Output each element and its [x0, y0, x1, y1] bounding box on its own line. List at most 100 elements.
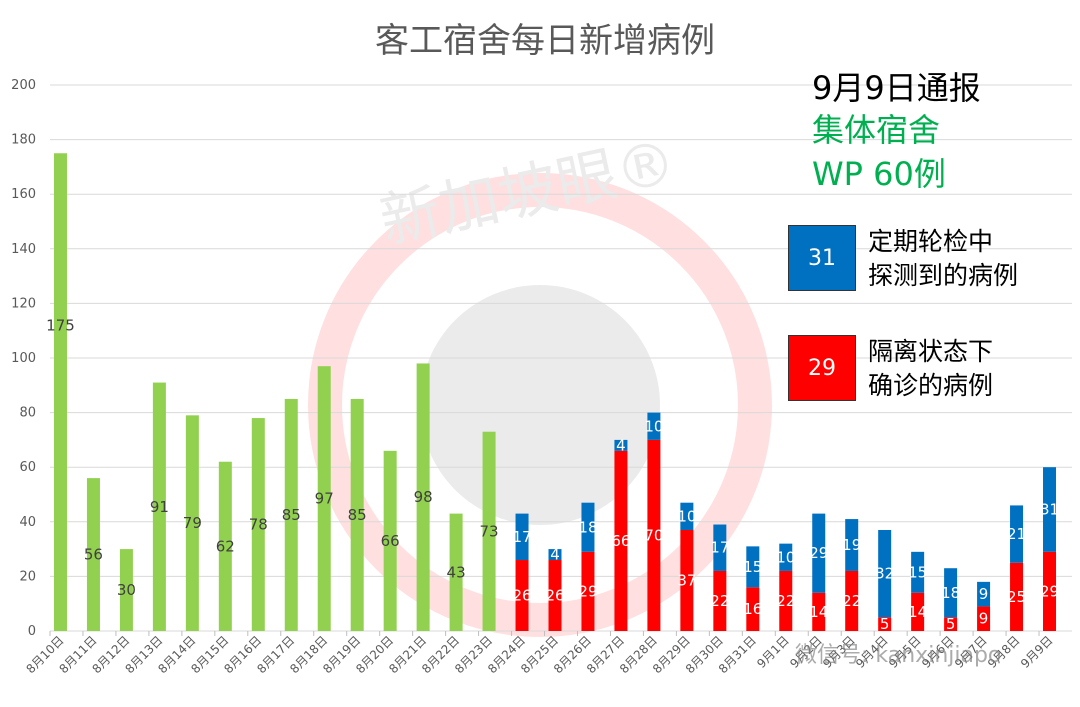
legend-blue-count: 31 — [788, 225, 856, 291]
y-tick-label: 0 — [28, 624, 36, 639]
data-label-blue: 10 — [677, 507, 696, 525]
bar-blue — [680, 502, 694, 530]
bar-red — [647, 439, 661, 631]
data-label-red: 22 — [842, 592, 861, 610]
bar-green — [86, 478, 100, 631]
bar-red — [878, 617, 892, 631]
bar-green — [449, 513, 463, 631]
bar-blue — [1010, 505, 1024, 563]
data-label-blue: 18 — [578, 518, 597, 536]
bar-red — [779, 570, 793, 631]
data-label-blue: 10 — [776, 548, 795, 566]
data-label-red: 25 — [1007, 588, 1026, 606]
bar-blue — [713, 524, 727, 571]
bar-red — [581, 551, 595, 631]
data-label-blue: 4 — [616, 436, 626, 454]
data-label: 85 — [348, 506, 367, 524]
legend-blue-line2: 探测到的病例 — [868, 261, 1019, 290]
bar-green — [53, 153, 67, 631]
data-label: 85 — [282, 506, 301, 524]
bar-red — [812, 592, 826, 631]
data-label: 97 — [315, 490, 334, 508]
bar-blue — [746, 546, 760, 588]
bar-red — [614, 450, 628, 631]
y-tick-label: 180 — [11, 133, 36, 148]
y-tick-label: 80 — [19, 406, 36, 421]
bar-green — [218, 461, 232, 631]
data-label: 73 — [480, 522, 499, 540]
bar-blue — [911, 551, 925, 593]
bar-blue — [647, 412, 661, 440]
y-axis: 0 20 40 60 80 100 120 140 160 180 200 — [11, 78, 36, 639]
data-label-blue: 18 — [941, 584, 960, 602]
data-label-red: 14 — [908, 603, 927, 621]
y-tick-label: 200 — [11, 78, 36, 93]
data-label-red: 29 — [578, 582, 597, 600]
legend-red-count: 29 — [788, 335, 856, 401]
y-tick-label: 100 — [11, 351, 36, 366]
bar-red — [515, 560, 529, 631]
report-total: WP 60例 — [812, 155, 946, 193]
bar-green — [284, 398, 298, 631]
legend-red-line2: 确诊的病例 — [868, 371, 994, 400]
y-tick-label: 20 — [19, 569, 36, 584]
data-label: 43 — [447, 563, 466, 581]
x-tick-label: 9月1日 — [754, 633, 792, 671]
data-label: 78 — [249, 516, 268, 534]
bar-blue — [977, 581, 991, 607]
x-tick-label: 9月9日 — [1018, 633, 1056, 671]
data-label: 56 — [84, 546, 103, 564]
bar-blue — [1043, 467, 1057, 552]
data-label-red: 26 — [512, 587, 531, 605]
bar-green — [482, 431, 496, 631]
bar-green — [416, 363, 430, 631]
data-label-blue: 29 — [809, 544, 828, 562]
data-label-blue: 9 — [979, 585, 989, 603]
legend-blue-line1: 定期轮检中 — [868, 227, 994, 256]
y-tick-label: 60 — [19, 460, 36, 475]
bar-red — [944, 617, 958, 631]
bar-red — [911, 592, 925, 631]
bar-green — [119, 549, 133, 631]
bar-green — [350, 398, 364, 631]
data-label-blue: 4 — [550, 546, 560, 564]
bar-blue — [581, 502, 595, 552]
bar-red — [746, 587, 760, 631]
data-label-blue: 15 — [908, 563, 927, 581]
legend-red-label: 隔离状态下 确诊的病例 — [868, 335, 1068, 403]
bar-blue — [878, 529, 892, 618]
bar-blue — [515, 513, 529, 561]
y-tick-label: 40 — [19, 515, 36, 530]
bar-green — [251, 418, 265, 631]
bar-red — [1010, 562, 1024, 631]
legend-red-line1: 隔离状态下 — [868, 337, 994, 366]
data-label-red: 37 — [677, 571, 696, 589]
y-tick-label: 140 — [11, 242, 36, 257]
data-label-blue: 17 — [710, 539, 729, 557]
data-label: 30 — [117, 581, 136, 599]
y-tick-label: 120 — [11, 296, 36, 311]
data-label: 175 — [46, 317, 75, 335]
data-label: 62 — [216, 537, 235, 555]
bar-red — [680, 529, 694, 631]
data-label-red: 29 — [1040, 582, 1059, 600]
data-label-red: 5 — [946, 615, 956, 633]
bar-blue — [548, 549, 562, 561]
svg-text:新加坡眼®: 新加坡眼® — [374, 127, 682, 258]
legend-blue-label: 定期轮检中 探测到的病例 — [868, 225, 1068, 293]
data-label-blue: 15 — [743, 558, 762, 576]
data-label-blue: 19 — [842, 536, 861, 554]
data-label-red: 22 — [776, 592, 795, 610]
data-label-red: 22 — [710, 592, 729, 610]
bar-green — [152, 382, 166, 631]
bar-red — [1043, 551, 1057, 631]
bar-blue — [614, 439, 628, 451]
data-label: 91 — [150, 498, 169, 516]
bar-blue — [944, 568, 958, 618]
data-label-red: 26 — [545, 587, 564, 605]
bar-red — [713, 570, 727, 631]
data-label: 66 — [381, 532, 400, 550]
bar-red — [845, 570, 859, 631]
data-labels: 1755630917962788597856698437326172642918… — [46, 317, 1059, 633]
